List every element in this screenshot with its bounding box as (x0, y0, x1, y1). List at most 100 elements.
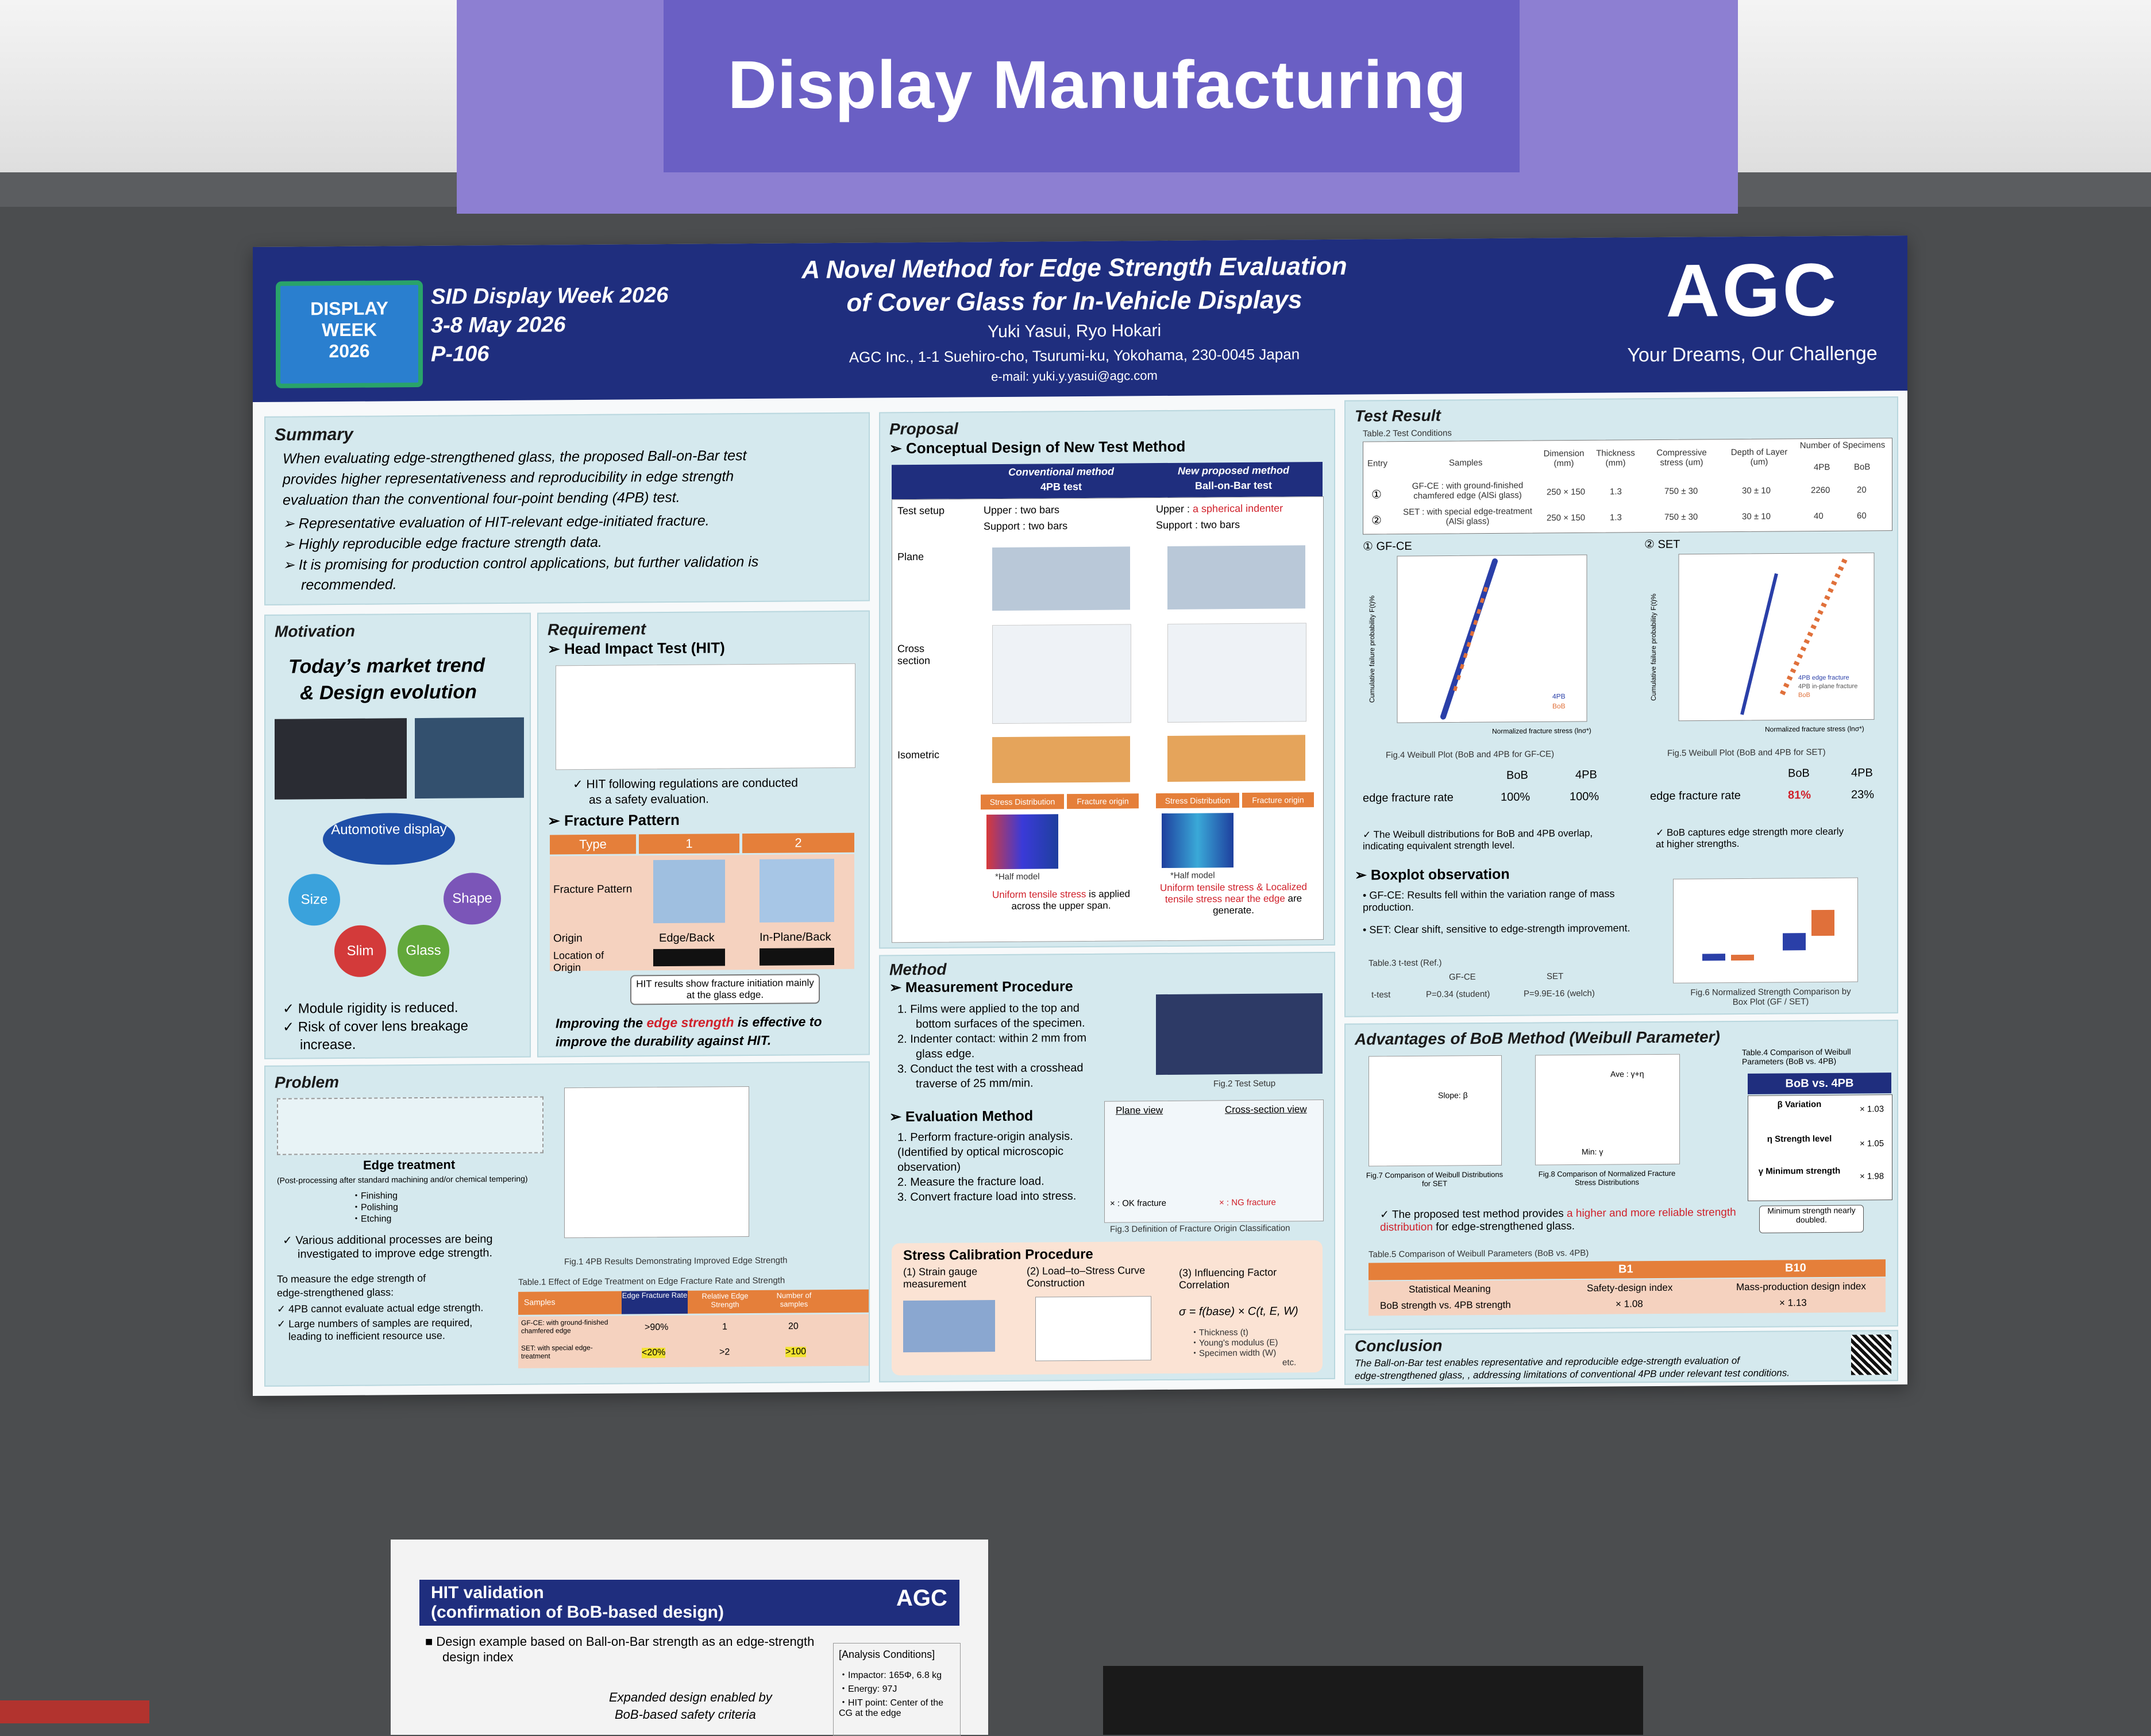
fracture-pattern-heading: ➢ Fracture Pattern (548, 811, 680, 830)
fig1-chart (564, 1086, 749, 1239)
badge-line2: WEEK (322, 319, 377, 341)
motivation-check2-cont: increase. (300, 1036, 356, 1053)
new-upper-label: Upper : (1156, 503, 1193, 515)
new-origin-header: Fracture origin (1242, 792, 1314, 808)
problem-panel: Problem Edge treatment (Post-processing … (264, 1061, 870, 1387)
fig7-chart: Slope: β (1369, 1055, 1502, 1167)
summary-line2: provides higher representativeness and r… (283, 468, 734, 488)
expanded-line2: BoB-based safety criteria (615, 1707, 756, 1722)
hit-validation-sign: HIT validation (confirmation of BoB-base… (391, 1540, 988, 1736)
new-upper: Upper : a spherical indenter (1156, 503, 1283, 516)
min-label: Min: γ (1582, 1147, 1603, 1156)
factor-etc: etc. (1282, 1357, 1297, 1368)
t5-b10-meaning: Mass-production design index (1736, 1280, 1866, 1293)
measurement-heading-text: Measurement Procedure (905, 978, 1073, 996)
new-upper-red: a spherical indenter (1193, 502, 1283, 515)
table1-r2-num: >100 (785, 1347, 807, 1357)
sign-header (419, 1580, 959, 1626)
t2-r1-nbob: 20 (1857, 485, 1867, 495)
poster-title-line1: A Novel Method for Edge Strength Evaluat… (801, 252, 1347, 284)
poster-email: e-mail: yuki.y.yasui@agc.com (991, 368, 1158, 384)
boxplot-bullet2-text: SET: Clear shift, sensitive to edge-stre… (1369, 922, 1630, 936)
t4-variation-value: × 1.03 (1860, 1104, 1884, 1114)
t3-h-set: SET (1547, 971, 1564, 982)
analysis-energy: ・Energy: 97J (839, 1684, 897, 1694)
analysis-point: ・HIT point: Center of the (839, 1698, 944, 1708)
poster-title-line2: of Cover Glass for In-Vehicle Displays (846, 286, 1302, 317)
badge-line3: 2026 (329, 340, 370, 362)
table2-title: Table.2 Test Conditions (1363, 428, 1452, 439)
proposed-statement: ✓ The proposed test method provides a hi… (1380, 1206, 1736, 1234)
method-panel: Method ➢ Measurement Procedure 1. Films … (879, 951, 1335, 1383)
monitor (1103, 1666, 1643, 1735)
summary-line1: When evaluating edge-strengthened glass,… (283, 447, 747, 467)
new-stress-header: Stress Distribution (1156, 793, 1239, 809)
advantages-panel: Advantages of BoB Method (Weibull Parame… (1344, 1020, 1898, 1330)
sign-title2: (confirmation of BoB-based design) (431, 1603, 724, 1622)
box-gf-bob (1731, 954, 1754, 961)
motivation-heading2: & Design evolution (300, 681, 477, 704)
conclusion-line2: edge-strengthened glass, , addressing li… (1355, 1367, 1790, 1382)
conv-cross-diagram (992, 624, 1131, 724)
t4-variation-label: β Variation (1777, 1099, 1822, 1110)
post-processing-note: (Post-processing after standard machinin… (277, 1174, 528, 1185)
fig5-legend-bob: BoB (1798, 692, 1810, 699)
fig5-xlabel: Normalized fracture stress (lnσ*) (1765, 724, 1864, 733)
t2-r1-entry: ① (1371, 488, 1382, 501)
fig8-caption: Fig.8 Comparison of Normalized Fracture … (1538, 1168, 1676, 1187)
summary-bullet3: ➢ It is promising for production control… (283, 553, 759, 573)
t2-r2-entry: ② (1371, 514, 1382, 527)
problem-m2-cont: leading to inefficient resource use. (288, 1329, 445, 1342)
box-set-4pb (1783, 933, 1806, 951)
research-poster: DISPLAY WEEK 2026 SID Display Week 2026 … (253, 235, 1907, 1396)
fracture-row-location: Location of Origin (553, 949, 604, 974)
display-week-badge: DISPLAY WEEK 2026 (276, 280, 423, 388)
shape-bubble: Shape (444, 873, 501, 925)
row-test-setup: Test setup (897, 504, 945, 517)
poster-affiliation: AGC Inc., 1-1 Suehiro-cho, Tsurumi-ku, Y… (849, 345, 1300, 366)
edge-treatment-label: Edge treatment (363, 1157, 456, 1172)
t2-h-bob: BoB (1854, 462, 1871, 472)
t2-h-samples: Samples (1449, 458, 1483, 468)
measure-step1-cont: bottom surfaces of the specimen. (916, 1016, 1085, 1031)
gf-efr-4pb: 100% (1570, 790, 1599, 804)
dashboard-display-photo (415, 717, 524, 799)
calib-step2: (2) Load–to–Stress Curve Construction (1027, 1264, 1146, 1289)
table1-r1-num: 20 (788, 1321, 799, 1332)
sign-bullet: ■ Design example based on Ball-on-Bar st… (425, 1634, 815, 1649)
agc-tagline: Your Dreams, Our Challenge (1627, 342, 1878, 367)
calib-step1: (1) Strain gauge measurement (903, 1266, 978, 1290)
set-note: ✓ BoB captures edge strength more clearl… (1656, 825, 1844, 850)
proposal-panel: Proposal ➢ Conceptual Design of New Test… (879, 408, 1335, 949)
boxplot-heading-text: Boxplot observation (1370, 866, 1510, 884)
eval-step1: 1. Perform fracture-origin analysis. (897, 1130, 1073, 1144)
motivation-heading1: Today’s market trend (288, 654, 485, 678)
agc-logo: AGC (1666, 247, 1839, 333)
fig4-xlabel: Normalized fracture stress (lnσ*) (1492, 727, 1591, 735)
fig6-caption: Fig.6 Normalized Strength Comparison by … (1690, 986, 1851, 1008)
motivation-title: Motivation (275, 622, 355, 641)
cross-view-label: Cross-section view (1225, 1104, 1307, 1116)
conv-origin-header: Fracture origin (1067, 793, 1139, 809)
row-cross-section: Cross section (897, 642, 931, 667)
load-stress-curve (1035, 1296, 1151, 1361)
advantages-title: Advantages of BoB Method (Weibull Parame… (1355, 1028, 1720, 1048)
concept-heading: ➢ Conceptual Design of New Test Method (889, 437, 1186, 457)
t2-h-dol: Depth of Layer (um) (1730, 447, 1788, 467)
t5-b10-value: × 1.13 (1779, 1297, 1807, 1309)
table1-r1-rate: >90% (645, 1322, 669, 1333)
expanded-line1: Expanded design enabled by (609, 1690, 772, 1704)
plane-view-label: Plane view (1116, 1104, 1163, 1116)
hit-check-cont: as a safety evaluation. (589, 792, 709, 807)
process-flow-diagram (277, 1096, 543, 1155)
boxplot-bullet1-text: GF-CE: Results fell within the variation… (1363, 888, 1615, 913)
measure-line2: edge-strengthened glass: (277, 1286, 394, 1299)
t5-b1-meaning: Safety-design index (1587, 1282, 1673, 1294)
proposal-title: Proposal (889, 419, 958, 438)
proposed-statement-a: The proposed test method provides (1391, 1208, 1567, 1221)
t2-h-4pb: 4PB (1814, 462, 1830, 473)
conv-support: Support : two bars (984, 520, 1068, 533)
motivation-check1: ✓ Module rigidity is reduced. (283, 1000, 458, 1017)
set-efr-bob: 81% (1788, 789, 1811, 802)
t4-strength-value: × 1.05 (1860, 1139, 1884, 1149)
